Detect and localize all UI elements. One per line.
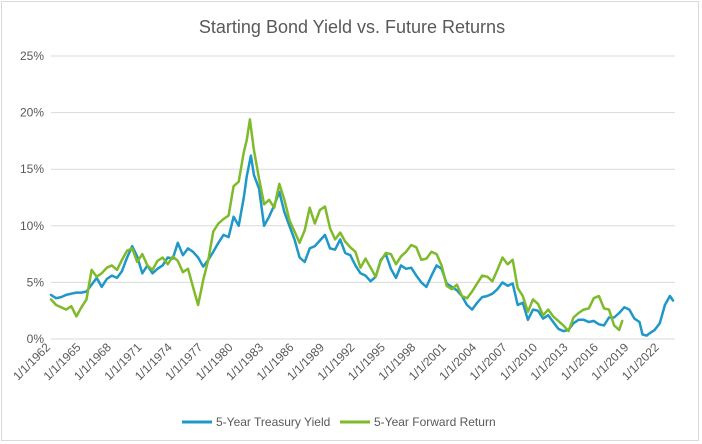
series-lines: [49, 118, 675, 337]
series-line-2: [49, 118, 624, 333]
legend-label: 5-Year Forward Return: [374, 415, 496, 429]
y-tick-label: 20%: [20, 106, 44, 120]
legend: 5-Year Treasury Yield 5-Year Forward Retu…: [182, 415, 496, 429]
chart-title: Starting Bond Yield vs. Future Returns: [199, 17, 505, 37]
y-tick-label: 15%: [20, 162, 44, 176]
y-tick-label: 5%: [27, 275, 45, 289]
y-tick-label: 25%: [20, 49, 44, 63]
y-tick-label: 0%: [27, 332, 45, 346]
y-axis: 0% 5% 10% 15% 20% 25%: [20, 49, 44, 346]
legend-label: 5-Year Treasury Yield: [216, 415, 330, 429]
series-line-1: [49, 154, 675, 337]
y-tick-label: 10%: [20, 219, 44, 233]
x-axis: 1/1/19621/1/19651/1/19681/1/19711/1/1974…: [10, 340, 662, 383]
gridlines: [51, 55, 675, 340]
